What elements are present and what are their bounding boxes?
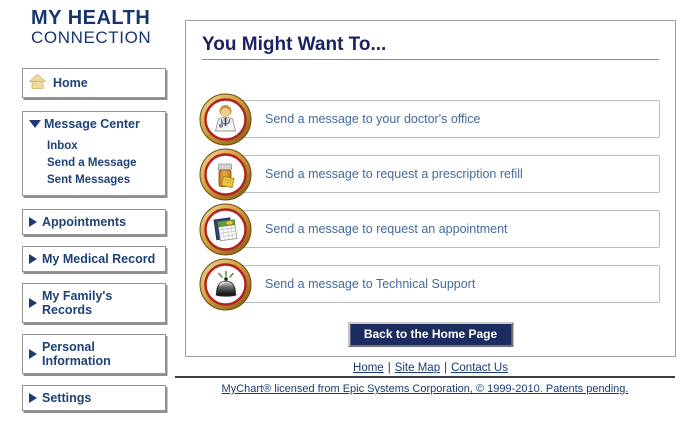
- list-item: Send a message to your doctor's office: [186, 93, 675, 148]
- main-panel: You Might Want To... Send a me: [185, 20, 676, 357]
- request-appointment-link[interactable]: Send a message to request an appointment: [214, 210, 660, 248]
- footer-separator: |: [444, 362, 448, 374]
- chevron-right-icon: [29, 349, 37, 359]
- chevron-right-icon: [29, 217, 37, 227]
- sidebar-group-message-center: Message Center Inbox Send a Message Sent…: [22, 111, 166, 196]
- title-divider: [202, 59, 659, 60]
- link-label: Send a message to request a prescription…: [265, 167, 523, 181]
- sidebar-subitem-send-a-message[interactable]: Send a Message: [47, 157, 137, 169]
- technical-support-link[interactable]: Send a message to Technical Support: [214, 265, 660, 303]
- chevron-down-icon: [29, 120, 41, 128]
- footer-separator: |: [387, 362, 391, 374]
- sidebar-item-label: Home: [53, 76, 88, 90]
- sidebar-item-label: My Medical Record: [42, 252, 156, 266]
- link-label: Send a message to request an appointment: [265, 222, 508, 236]
- sidebar-item-my-medical-record[interactable]: My Medical Record: [22, 246, 166, 272]
- list-item: Send a message to request an appointment: [186, 203, 675, 258]
- sidebar-item-my-familys-records[interactable]: My Family's Records: [22, 283, 166, 323]
- sidebar-subitem-sent-messages[interactable]: Sent Messages: [47, 174, 131, 186]
- sidebar-item-home[interactable]: Home: [22, 68, 166, 98]
- list-item: Send a message to request a prescription…: [186, 148, 675, 203]
- footer-link-home[interactable]: Home: [353, 362, 384, 374]
- sidebar-item-label: Personal Information: [42, 340, 111, 368]
- footer-divider: [175, 376, 675, 378]
- list-item: Send a message to Technical Support: [186, 258, 675, 313]
- doctor-office-message-link[interactable]: Send a message to your doctor's office: [214, 100, 660, 138]
- sidebar-nav: Home Message Center Inbox Send a Message…: [22, 68, 166, 422]
- home-icon: [28, 73, 47, 92]
- footer-link-site-map[interactable]: Site Map: [394, 362, 441, 374]
- quick-links-list: Send a message to your doctor's office S…: [186, 93, 675, 313]
- message-center-subitems: Inbox Send a Message Sent Messages: [23, 136, 165, 195]
- copyright-link[interactable]: MyChart® licensed from Epic Systems Corp…: [221, 383, 629, 395]
- page-title: You Might Want To...: [202, 34, 387, 55]
- sidebar-item-appointments[interactable]: Appointments: [22, 209, 166, 235]
- sidebar-item-personal-information[interactable]: Personal Information: [22, 334, 166, 374]
- sidebar-item-label: Appointments: [42, 215, 127, 229]
- footer-links: Home | Site Map | Contact Us: [185, 362, 676, 374]
- sidebar-item-label: My Family's Records: [42, 289, 113, 317]
- logo-line1: MY HEALTH: [31, 7, 151, 29]
- footer-link-contact-us[interactable]: Contact Us: [451, 362, 508, 374]
- sidebar-item-label: Settings: [42, 391, 92, 405]
- app-logo: MY HEALTH CONNECTION: [31, 8, 151, 47]
- sidebar-item-settings[interactable]: Settings: [22, 385, 166, 411]
- chevron-right-icon: [29, 254, 37, 264]
- link-label: Send a message to your doctor's office: [265, 112, 481, 126]
- sidebar-subitem-inbox[interactable]: Inbox: [47, 140, 78, 152]
- chevron-right-icon: [29, 298, 37, 308]
- chevron-right-icon: [29, 393, 37, 403]
- sidebar-item-label: Message Center: [44, 117, 140, 131]
- back-to-home-button[interactable]: Back to the Home Page: [347, 322, 514, 347]
- link-label: Send a message to Technical Support: [265, 277, 476, 291]
- logo-line2: CONNECTION: [31, 28, 152, 47]
- sidebar-item-message-center[interactable]: Message Center: [23, 112, 165, 136]
- prescription-refill-link[interactable]: Send a message to request a prescription…: [214, 155, 660, 193]
